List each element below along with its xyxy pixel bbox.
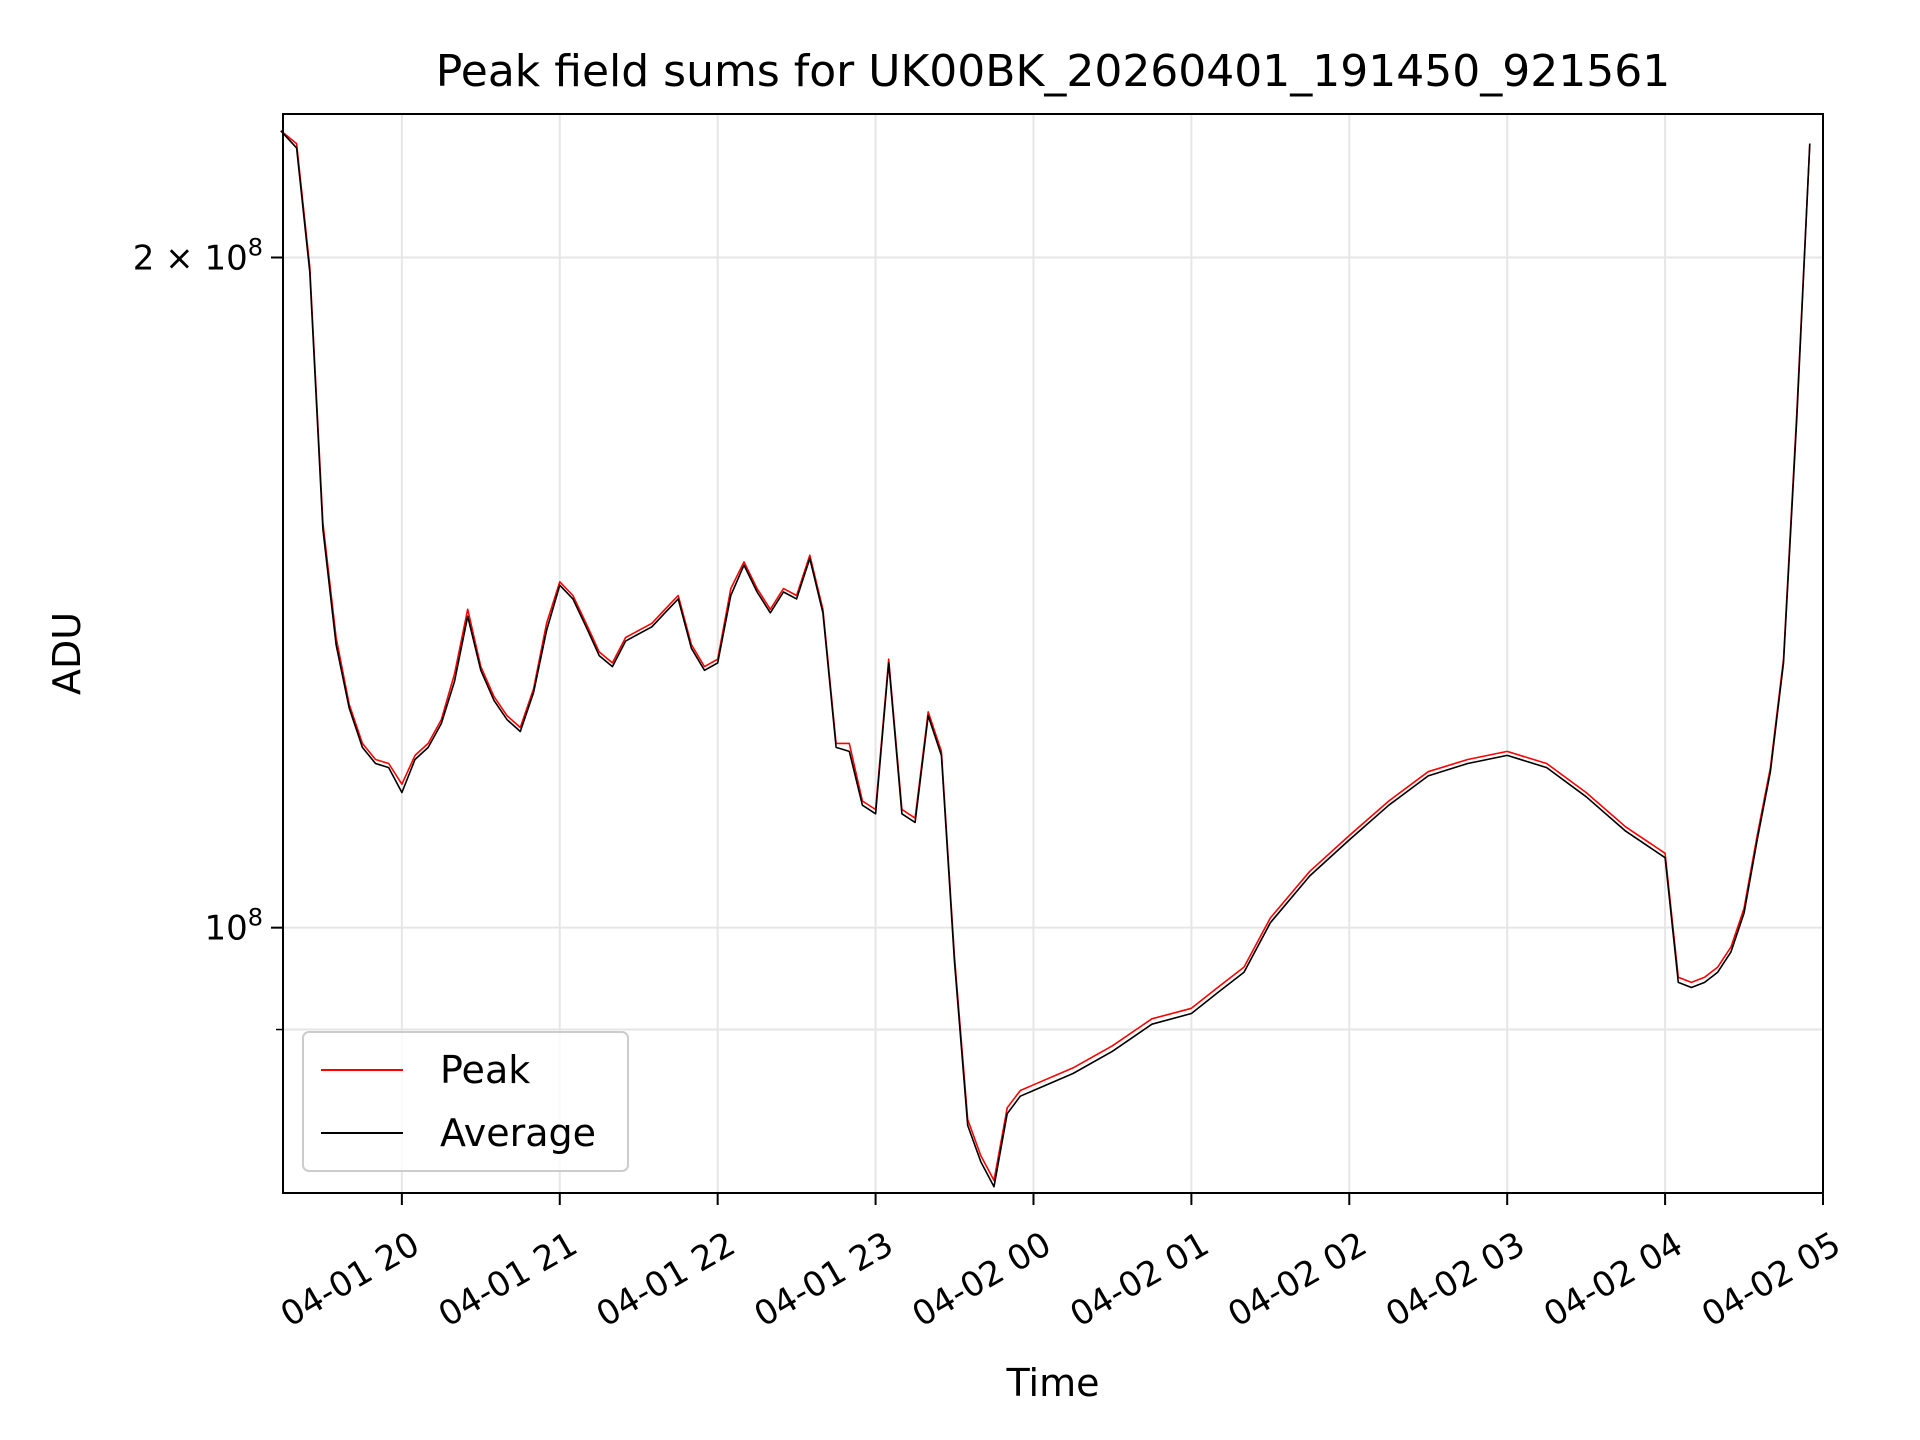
y-tick-label: 2 × 108 [133,233,263,278]
series-line-average [280,130,1811,1188]
legend-label-average: Average [440,1111,596,1155]
y-axis-label: ADU [45,612,89,695]
legend: Peak Average [302,1031,629,1172]
series-line-peak [280,130,1811,1182]
chart-title: Peak field sums for UK00BK_20260401_1914… [436,46,1670,97]
legend-box [302,1031,629,1172]
y-tick-exponent: 8 [248,904,263,932]
legend-label-peak: Peak [440,1048,530,1092]
x-axis-label: Time [1006,1361,1100,1405]
series-lines [280,130,1811,1188]
y-tick-exponent: 8 [248,233,263,261]
y-tick-label: 108 [204,904,263,949]
y-tick-base: 10 [204,909,247,949]
plot-frame [282,113,1824,1194]
y-tick-base: 2 × 10 [133,238,248,278]
